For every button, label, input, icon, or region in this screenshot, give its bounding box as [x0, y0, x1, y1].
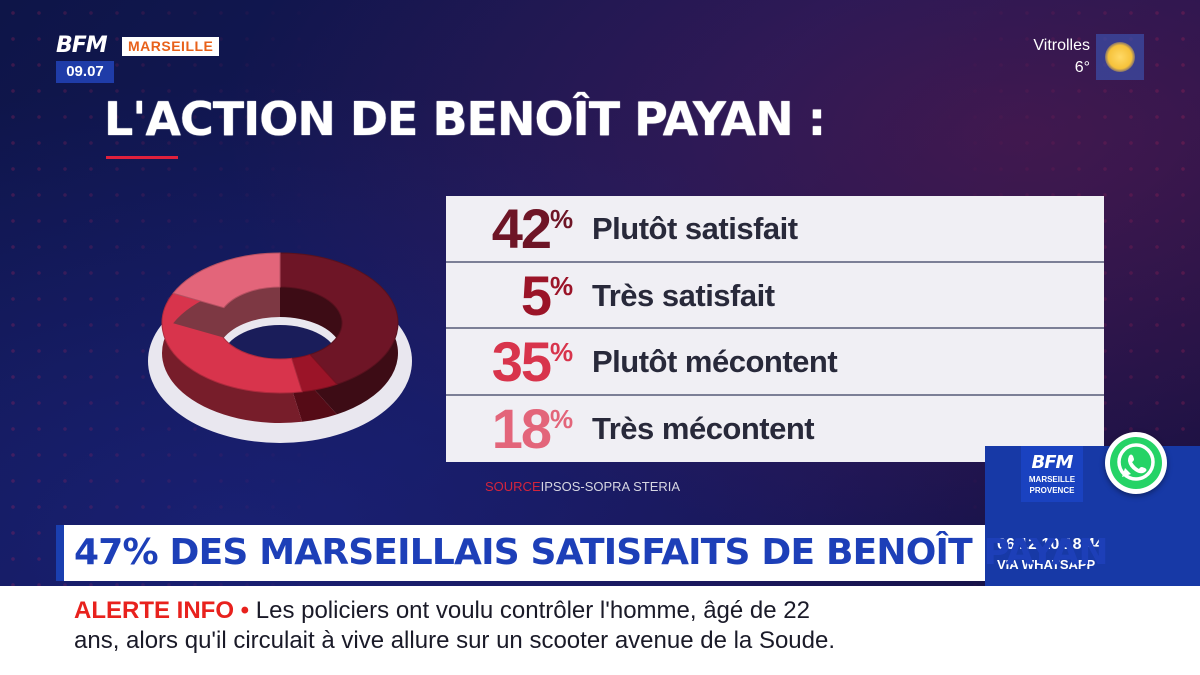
sun-icon	[1105, 42, 1135, 72]
weather-icon-box	[1096, 34, 1144, 80]
chart-title: L'ACTION DE BENOÎT PAYAN :	[104, 92, 826, 146]
results-table: 42 % Plutôt satisfait 5 % Très satisfait…	[446, 196, 1104, 462]
ticker-line-2: ans, alors qu'il circulait à vive allure…	[74, 626, 835, 656]
result-percent: 42	[491, 197, 552, 260]
result-row: 35 % Plutôt mécontent	[446, 329, 1104, 396]
weather-widget: Vitrolles 6°	[1000, 34, 1150, 84]
result-label: Très mécontent	[592, 410, 815, 446]
result-row: 5 % Très satisfait	[446, 263, 1104, 329]
clock: 09.07	[56, 61, 114, 83]
result-label: Plutôt satisfait	[592, 211, 798, 246]
weather-city: Vitrolles	[1033, 37, 1090, 54]
source-value: IPSOS-SOPRA STERIA	[540, 479, 681, 494]
ticker-line-1: ALERTE INFO • Les policiers ont voulu co…	[74, 596, 810, 626]
channel-logo-small: BFM MARSEILLE PROVENCE	[1021, 446, 1083, 502]
channel-logo: BFM MARSEILLE 09.07	[56, 33, 220, 83]
ticker-text-2: ans, alors qu'il circulait à vive allure…	[74, 627, 836, 654]
source-note: SOURCEIPSOS-SOPRA STERIA	[485, 479, 680, 494]
whatsapp-icon[interactable]	[1105, 432, 1167, 494]
percent-sign: %	[550, 403, 574, 434]
title-underline	[106, 156, 178, 159]
whatsapp-phone: 06 12 10 18 44	[997, 536, 1104, 553]
percent-sign: %	[550, 204, 574, 234]
result-percent: 18	[491, 396, 552, 460]
donut-slice-side	[291, 384, 337, 422]
weather-temperature: 6°	[1074, 59, 1090, 76]
headline-banner: 47% DES MARSEILLAIS SATISFAITS DE BENOÎT…	[56, 525, 1109, 581]
result-percent: 35	[491, 330, 552, 393]
logo-brand: BFM	[1031, 452, 1074, 473]
result-percent: 5	[520, 263, 552, 327]
brand-name: BFM	[56, 33, 108, 58]
alert-label: ALERTE INFO	[74, 597, 234, 624]
headline-text: 47% DES MARSEILLAIS SATISFAITS DE BENOÎT…	[74, 532, 1109, 573]
alert-separator: •	[240, 597, 250, 624]
result-label: Très satisfait	[592, 277, 775, 313]
donut-slice	[172, 252, 281, 309]
source-key: SOURCE	[485, 479, 541, 494]
percent-sign: %	[550, 270, 574, 301]
result-label: Plutôt mécontent	[592, 344, 838, 379]
result-row: 42 % Plutôt satisfait	[446, 196, 1104, 263]
percent-sign: %	[550, 337, 574, 367]
ticker-text-1: Les policiers ont voulu contrôler l'homm…	[255, 597, 810, 624]
logo-sub1: MARSEILLE	[1028, 475, 1076, 484]
result-row: 18 % Très mécontent	[446, 396, 1104, 463]
donut-slice-side	[173, 283, 280, 338]
donut-chart	[148, 252, 412, 443]
region-label: MARSEILLE	[122, 37, 220, 56]
donut-slice	[279, 252, 399, 385]
logo-sub2: PROVENCE	[1029, 486, 1075, 495]
whatsapp-via: VIA WHATSAPP	[997, 557, 1096, 572]
news-ticker: ALERTE INFO • Les policiers ont voulu co…	[0, 586, 1200, 675]
whatsapp-panel: BFM MARSEILLE PROVENCE 06 12 10 18 44 VI…	[985, 432, 1200, 586]
